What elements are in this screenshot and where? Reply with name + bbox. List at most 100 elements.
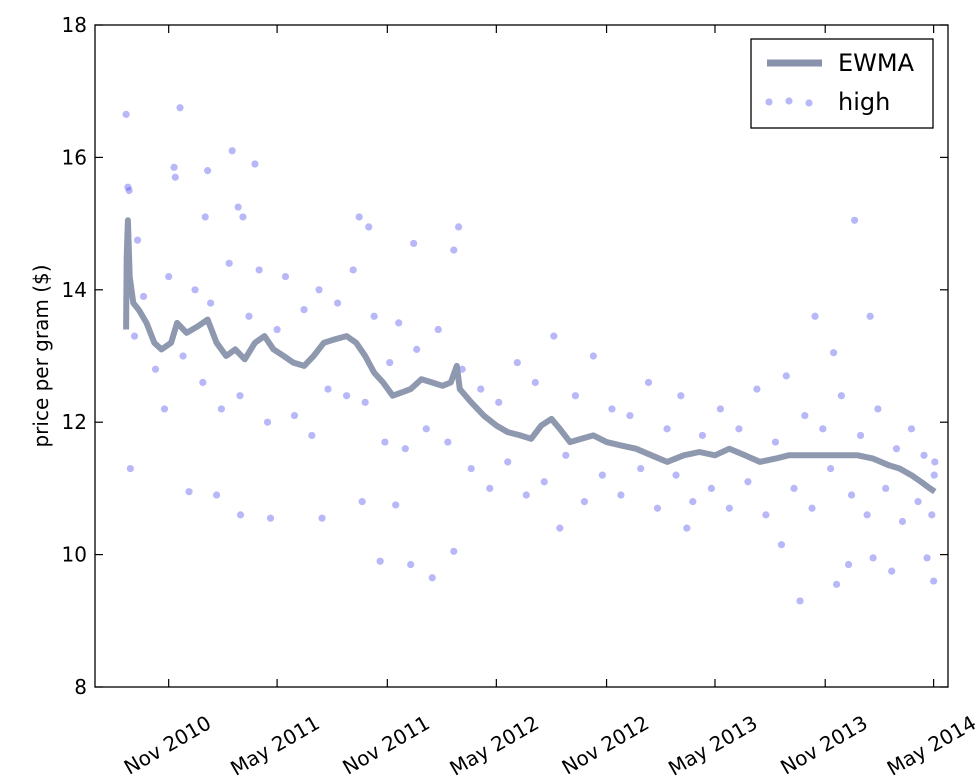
high-data-point [562, 451, 570, 459]
high-data-point [826, 464, 835, 473]
high-data-point [753, 385, 761, 393]
high-data-point [365, 223, 373, 231]
high-data-point [725, 504, 733, 512]
high-series-dots [122, 104, 939, 605]
high-data-point [204, 167, 212, 175]
y-axis-label: price per gram ($) [29, 264, 53, 447]
high-data-point [401, 445, 409, 453]
high-data-point [707, 484, 715, 492]
high-data-point [892, 445, 901, 453]
high-data-point [571, 392, 580, 400]
high-data-point [928, 511, 936, 519]
high-data-point [869, 554, 877, 562]
high-data-point [923, 554, 931, 562]
high-data-point [522, 491, 530, 499]
high-data-point [644, 378, 653, 387]
high-data-point [653, 504, 662, 512]
high-data-point [133, 236, 142, 244]
legend-high-label: high [838, 88, 890, 116]
high-data-point [762, 511, 770, 519]
high-data-point [486, 484, 494, 492]
y-tick-label: 16 [62, 145, 87, 169]
high-data-point [589, 352, 597, 360]
high-data-point [251, 160, 259, 168]
high-data-point [819, 425, 827, 433]
high-data-point [450, 246, 458, 254]
legend-high-swatch-dot [805, 99, 813, 107]
high-data-point [598, 471, 606, 479]
high-data-point [266, 514, 275, 522]
high-data-point [342, 392, 351, 400]
high-data-point [228, 147, 236, 155]
high-data-point [318, 514, 326, 522]
y-tick-label: 18 [62, 13, 87, 37]
high-data-point [844, 560, 853, 569]
high-data-point [716, 405, 724, 413]
high-data-point [245, 312, 253, 320]
high-data-point [290, 411, 299, 420]
high-data-point [837, 392, 845, 400]
high-data-point [683, 524, 691, 532]
high-data-point [199, 378, 207, 387]
high-data-point [239, 213, 247, 221]
high-data-point [556, 524, 564, 532]
high-data-point [920, 451, 928, 459]
legend-box [750, 38, 934, 129]
high-data-point [930, 577, 938, 585]
high-data-point [735, 425, 743, 433]
high-data-point [608, 405, 616, 413]
high-data-point [698, 431, 707, 440]
high-data-point [689, 498, 697, 506]
legend-ewma-label: EWMA [838, 49, 915, 77]
high-data-point [263, 418, 272, 426]
high-data-point [201, 213, 209, 221]
y-tick-label: 14 [62, 278, 87, 302]
high-data-point [324, 385, 332, 393]
high-data-point [626, 411, 634, 420]
high-data-point [850, 216, 859, 224]
high-data-point [386, 359, 394, 367]
high-data-point [160, 405, 169, 413]
high-data-point [124, 183, 132, 191]
high-data-point [811, 312, 819, 320]
high-data-point [450, 547, 458, 555]
high-data-point [888, 567, 896, 575]
high-data-point [225, 259, 233, 267]
high-data-point [930, 471, 938, 479]
high-data-point [455, 223, 463, 231]
high-data-point [151, 365, 160, 373]
high-data-point [191, 286, 199, 294]
high-data-point [874, 405, 882, 413]
high-data-point [407, 560, 415, 569]
high-data-point [829, 349, 838, 357]
high-data-point [540, 478, 548, 486]
high-data-point [863, 511, 871, 519]
high-data-point [349, 266, 357, 274]
high-data-point [361, 398, 369, 406]
high-data-point [808, 504, 816, 512]
high-data-point [777, 541, 786, 549]
high-data-point [495, 398, 503, 406]
high-data-point [428, 574, 436, 582]
legend-high-swatch-dot [765, 98, 773, 106]
high-data-point [931, 458, 939, 466]
high-data-point [907, 425, 916, 433]
high-data-point [422, 425, 430, 433]
high-data-point [410, 239, 418, 248]
high-data-point [213, 491, 221, 499]
high-data-point [898, 517, 907, 526]
high-data-point [637, 464, 645, 473]
high-data-point [392, 501, 400, 509]
ewma-line [123, 217, 937, 495]
high-data-point [801, 411, 809, 420]
high-data-point [355, 213, 363, 221]
high-data-point [370, 312, 378, 320]
high-data-point [771, 438, 780, 446]
legend: EWMA high [750, 38, 934, 129]
legend-high-swatch-dot [785, 97, 793, 105]
high-data-point [125, 186, 133, 195]
high-data-point [434, 325, 442, 334]
y-tick-label: 8 [74, 675, 87, 699]
